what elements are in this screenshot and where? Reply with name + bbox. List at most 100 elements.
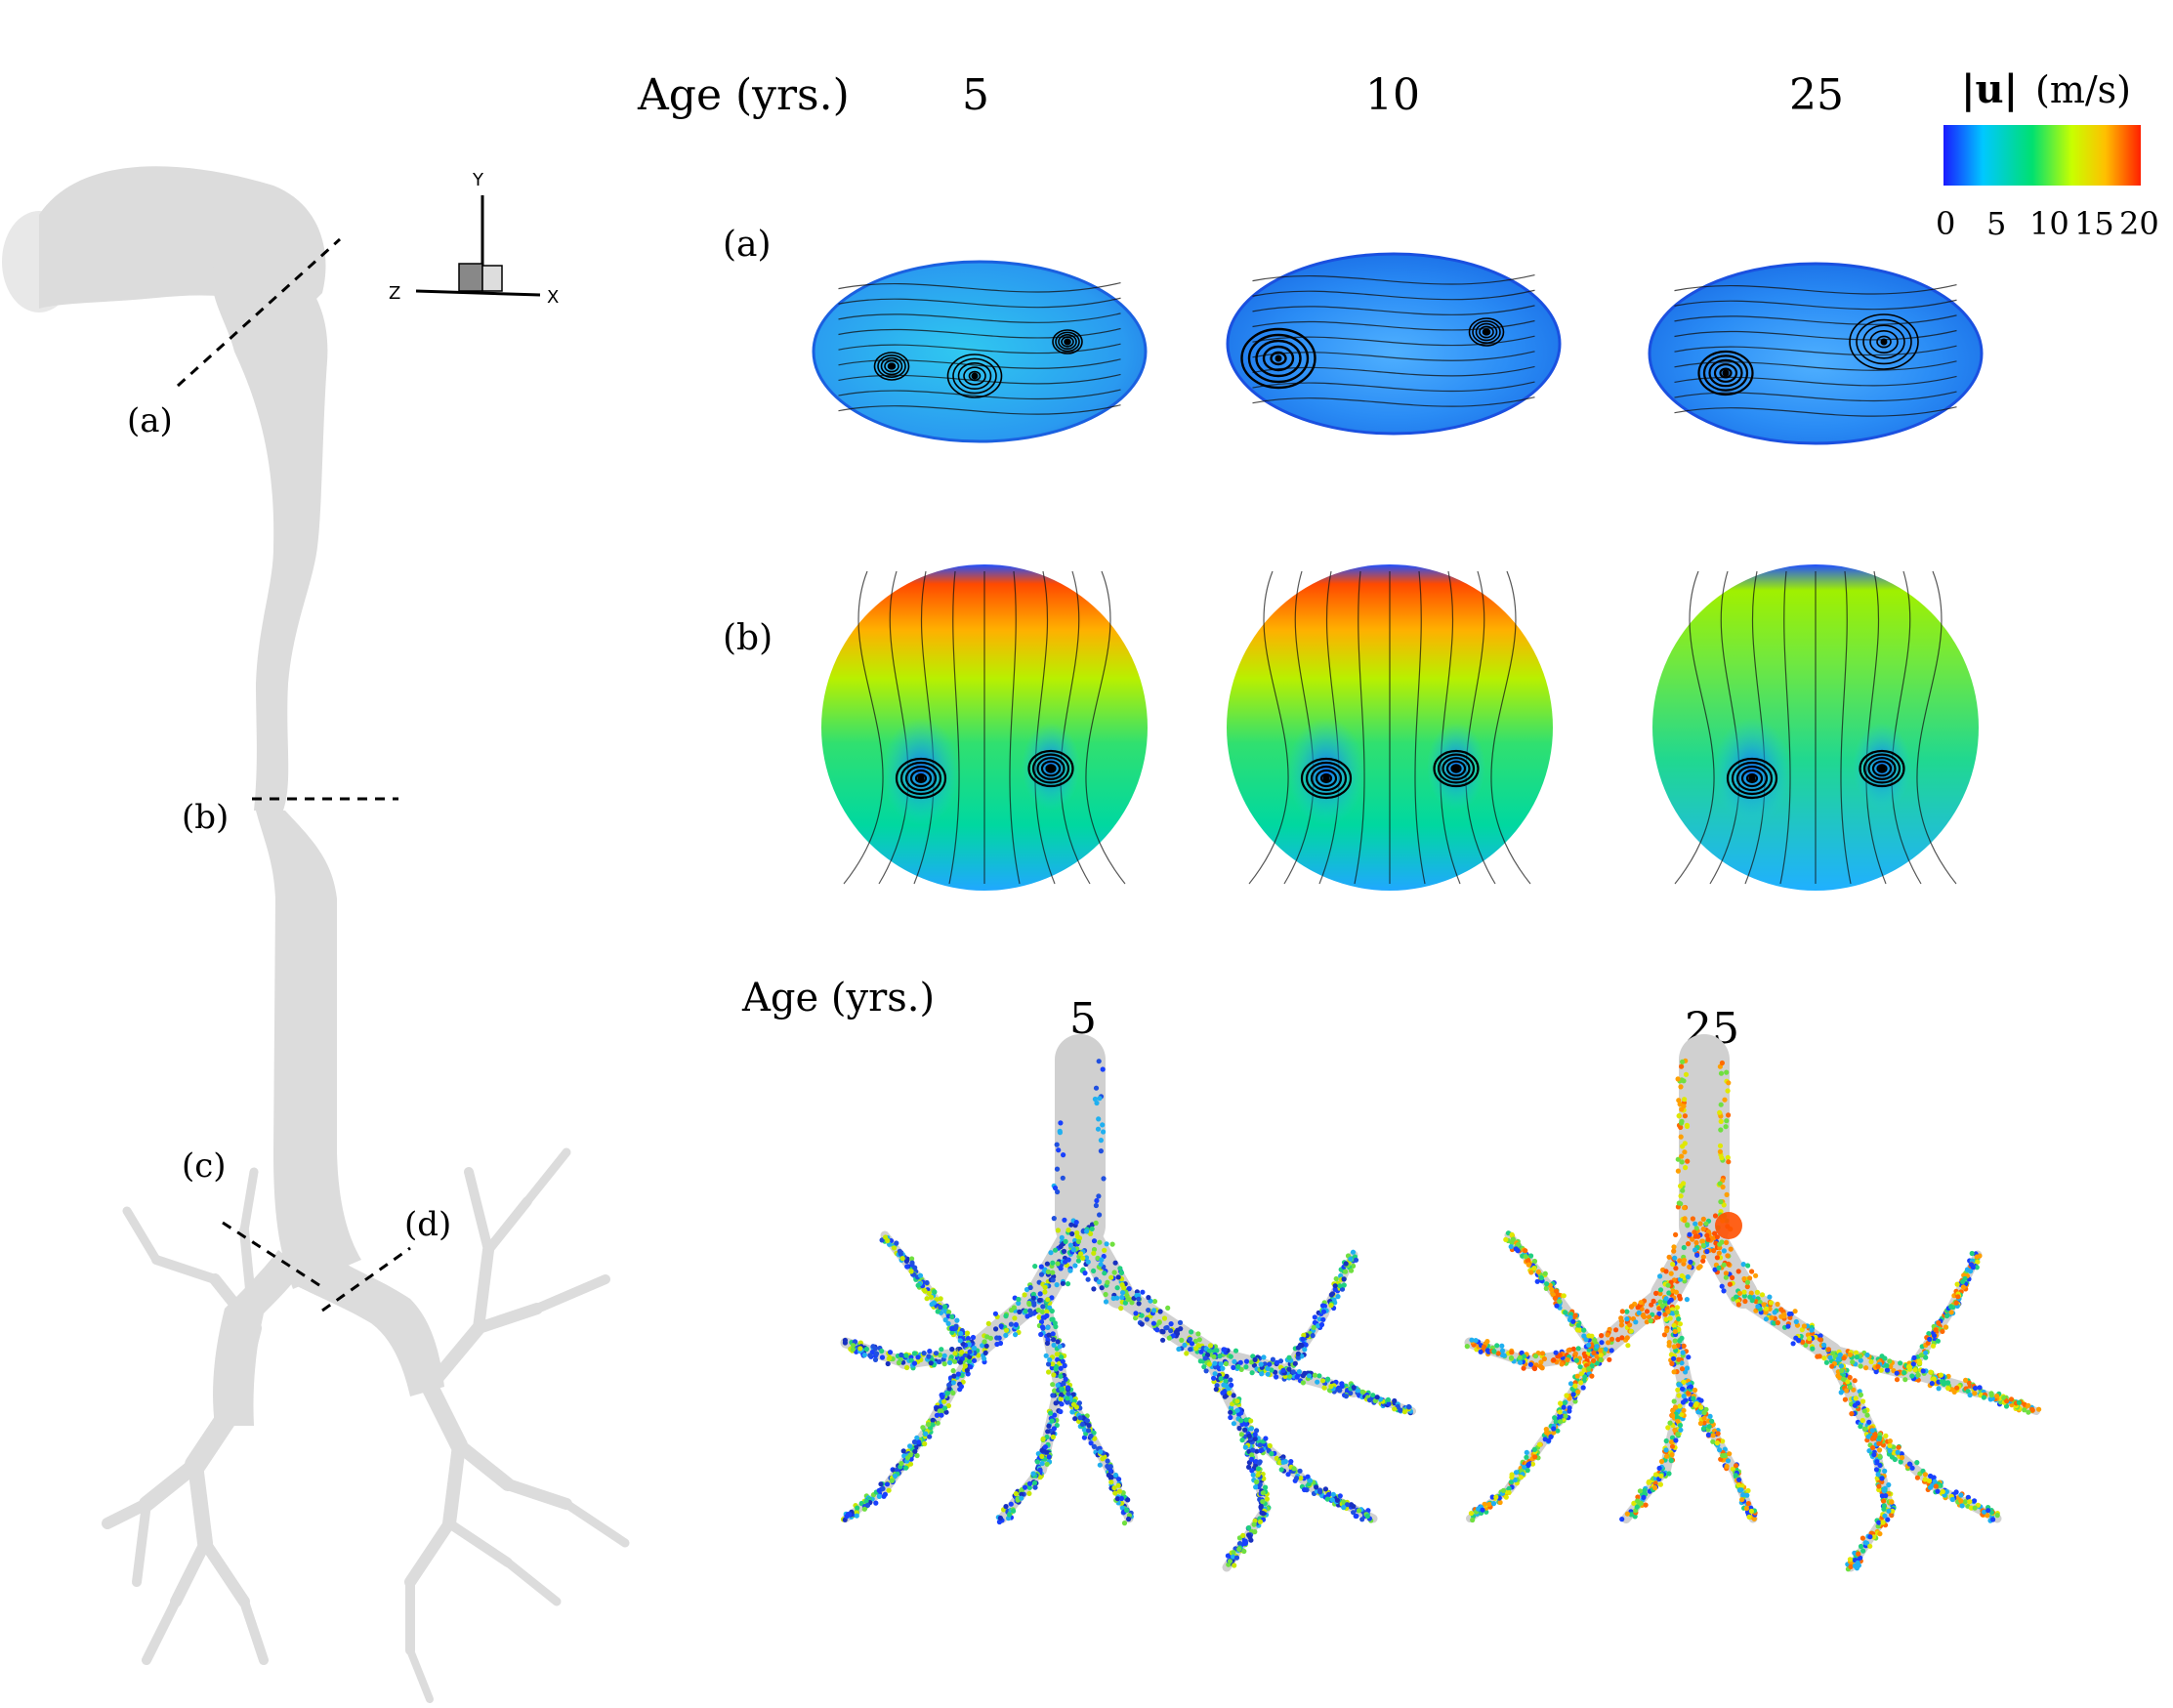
particle <box>1044 1261 1050 1267</box>
particle <box>915 1282 921 1288</box>
vortex-ring <box>1702 354 1749 392</box>
particle-tree-age-5 <box>840 1034 1416 1572</box>
particle <box>1578 1380 1584 1386</box>
particle <box>1027 1284 1033 1291</box>
particle <box>1166 1335 1172 1341</box>
particle <box>1940 1328 1945 1334</box>
particle <box>1097 1212 1103 1218</box>
particle <box>1714 1234 1720 1240</box>
particle <box>1168 1321 1174 1327</box>
particle <box>1727 1281 1733 1287</box>
particle <box>1286 1366 1292 1372</box>
particle <box>1251 1521 1257 1527</box>
particle <box>1968 1505 1974 1511</box>
streamline <box>1709 570 1740 885</box>
particle <box>1562 1400 1567 1406</box>
particle <box>1339 1383 1345 1390</box>
particle <box>1928 1473 1934 1479</box>
particle <box>1012 1315 1018 1321</box>
particle <box>941 1304 948 1310</box>
particle <box>1322 1486 1328 1492</box>
particle <box>966 1358 973 1364</box>
particle <box>1366 1397 1373 1403</box>
particle <box>1858 1555 1863 1561</box>
particle <box>1910 1361 1916 1367</box>
particle <box>1258 1504 1264 1510</box>
vortex-core <box>1322 774 1330 782</box>
triad-y: Y <box>472 170 484 190</box>
particle <box>1747 1275 1753 1281</box>
particle <box>889 1478 895 1483</box>
particle <box>1741 1289 1747 1295</box>
particle <box>1676 1113 1682 1119</box>
particle <box>1364 1513 1370 1520</box>
airway-branch-segment <box>421 1378 468 1454</box>
particle <box>1081 1435 1087 1440</box>
particle <box>1716 1250 1722 1256</box>
particle <box>854 1513 859 1519</box>
particle <box>1385 1396 1391 1402</box>
particle <box>1136 1301 1142 1307</box>
particle <box>1775 1301 1780 1308</box>
particle <box>1241 1538 1247 1544</box>
particle <box>1034 1459 1040 1465</box>
particle <box>1745 1263 1751 1269</box>
particle <box>950 1390 956 1396</box>
particle <box>1672 1427 1678 1433</box>
particle <box>1329 1291 1336 1297</box>
streamline <box>1252 335 1535 347</box>
particle <box>1669 1452 1675 1458</box>
particle <box>1679 1120 1685 1126</box>
particle <box>1841 1355 1847 1361</box>
particle <box>1392 1397 1398 1404</box>
vortex <box>873 352 910 381</box>
particle <box>971 1357 978 1363</box>
particle <box>1351 1385 1357 1391</box>
particle <box>1063 1376 1068 1382</box>
vortex-ring <box>1697 350 1754 396</box>
particle <box>1728 1246 1734 1252</box>
particle <box>1666 1343 1672 1349</box>
particle <box>1285 1472 1291 1478</box>
particle <box>1122 1300 1128 1306</box>
particle <box>1484 1348 1490 1354</box>
particle <box>1482 1501 1487 1507</box>
particle <box>1125 1497 1131 1503</box>
particle <box>1558 1353 1564 1358</box>
particle <box>1681 1407 1687 1413</box>
particle <box>1641 1313 1648 1320</box>
particle <box>1725 1088 1731 1094</box>
particle <box>1161 1315 1168 1321</box>
particle <box>1867 1534 1873 1540</box>
particle <box>2016 1399 2022 1405</box>
particle <box>1094 1100 1100 1106</box>
particle <box>1785 1323 1791 1329</box>
streamline <box>1354 570 1365 885</box>
particle <box>1672 1404 1679 1410</box>
particle <box>1679 1366 1686 1372</box>
particle <box>1541 1355 1547 1362</box>
streamline <box>838 343 1121 354</box>
particle <box>1359 1389 1365 1395</box>
particle <box>1013 1321 1019 1328</box>
particle <box>1589 1373 1595 1379</box>
particle <box>1117 1266 1123 1271</box>
particle <box>1045 1297 1051 1303</box>
particle <box>1016 1296 1022 1303</box>
particle <box>1930 1343 1937 1349</box>
particle <box>1716 1265 1722 1271</box>
particle <box>1697 1221 1703 1227</box>
particle <box>1635 1498 1641 1504</box>
particle <box>1320 1378 1326 1384</box>
particle <box>1484 1339 1490 1345</box>
streamline <box>1674 314 1957 325</box>
particle <box>1881 1498 1887 1504</box>
particle <box>1349 1268 1355 1273</box>
vortex-ring <box>1058 333 1077 350</box>
particle <box>1821 1342 1827 1348</box>
particle <box>1468 1511 1474 1517</box>
particle <box>1101 1176 1107 1182</box>
particle <box>1854 1354 1860 1360</box>
particle <box>1724 1069 1730 1075</box>
particle <box>1094 1197 1100 1204</box>
